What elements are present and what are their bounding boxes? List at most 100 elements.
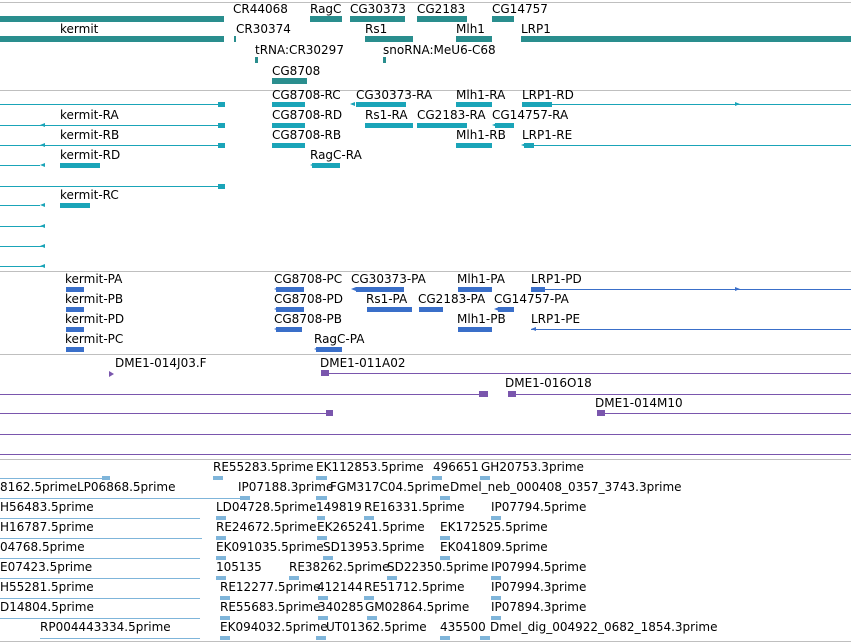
feature-block <box>216 536 226 540</box>
feature-label: CG30373-RA <box>356 88 433 102</box>
feature-label: 149819 <box>316 500 362 514</box>
feature-label: RagC <box>310 2 342 16</box>
feature-block <box>432 476 442 480</box>
feature-label: CG8708-RC <box>272 88 341 102</box>
strand-arrow <box>494 307 499 311</box>
feature-label: RP004443334.5prime <box>40 620 171 634</box>
strand-arrow <box>40 143 45 147</box>
feature-label: DME1-011A02 <box>320 356 406 370</box>
feature-label: Mlh1-RB <box>456 128 506 142</box>
strand-arrow <box>487 287 492 291</box>
feature-block <box>316 636 326 640</box>
feature-block <box>440 636 450 640</box>
feature-block <box>216 516 226 520</box>
feature-label: kermit <box>60 22 99 36</box>
strand-arrow <box>492 123 497 127</box>
feature-line <box>552 104 851 105</box>
feature-label: CG30373-PA <box>351 272 426 286</box>
feature-block <box>312 163 340 168</box>
feature-block <box>524 143 534 148</box>
feature-block <box>276 287 304 292</box>
feature-block <box>276 327 302 332</box>
feature-line <box>531 329 851 330</box>
feature-block <box>479 391 488 397</box>
feature-block <box>383 57 386 63</box>
feature-block <box>440 556 450 560</box>
feature-label: D14804.5prime <box>0 600 94 614</box>
feature-label: DME1-016O18 <box>505 376 592 390</box>
feature-block <box>498 307 514 312</box>
feature-label: RE16331.5prime <box>364 500 465 514</box>
feature-label: RE12277.5prime <box>220 580 321 594</box>
feature-block <box>60 203 90 208</box>
feature-block <box>350 16 405 22</box>
feature-block <box>597 410 605 416</box>
feature-block <box>218 143 225 148</box>
feature-label: CG30373 <box>350 2 406 16</box>
feature-label: kermit-PA <box>65 272 123 286</box>
feature-label: CG8708-RB <box>272 128 342 142</box>
feature-label: 105135 <box>216 560 262 574</box>
feature-block <box>440 496 450 500</box>
feature-block <box>316 476 327 480</box>
strand-arrow <box>462 123 467 127</box>
feature-label: LRP1-PE <box>531 312 581 326</box>
feature-line <box>0 598 200 599</box>
feature-block <box>365 36 413 42</box>
feature-block <box>491 616 501 620</box>
feature-label: CG14757-PA <box>494 292 569 306</box>
feature-block <box>492 16 514 22</box>
feature-block <box>213 476 223 480</box>
feature-label: Mlh1 <box>456 22 485 36</box>
track-separator-mrna <box>0 90 851 91</box>
feature-label: RE55683.5prime <box>220 600 321 614</box>
feature-line <box>0 186 218 187</box>
track-separator-bottom <box>0 641 851 642</box>
feature-block <box>0 36 224 42</box>
strand-arrow <box>274 327 279 331</box>
feature-label: CG2183 <box>417 2 466 16</box>
feature-label: 412144 <box>317 580 363 594</box>
feature-line <box>0 394 479 395</box>
feature-line <box>0 578 200 579</box>
strand-arrow <box>487 143 492 147</box>
feature-block <box>220 636 230 640</box>
feature-block <box>66 327 84 332</box>
feature-label: CG8708-PD <box>274 292 344 306</box>
strand-arrow <box>438 307 443 311</box>
feature-label: Dmel_neb_000408_0357_3743.3prime <box>450 480 682 494</box>
feature-label: kermit-RD <box>60 148 121 162</box>
feature-block <box>66 347 84 352</box>
feature-label: LRP1 <box>521 22 551 36</box>
strand-arrow <box>40 224 45 228</box>
feature-label: GH20753.3prime <box>481 460 584 474</box>
feature-block <box>367 616 377 620</box>
feature-label: Rs1 <box>365 22 388 36</box>
feature-line <box>329 373 851 374</box>
feature-block <box>317 536 327 540</box>
feature-line <box>605 413 851 414</box>
feature-line <box>0 478 102 479</box>
feature-line <box>0 518 200 519</box>
feature-label: IP07794.5prime <box>491 500 587 514</box>
feature-label: 496651 <box>433 460 479 474</box>
feature-label: EK112853.5prime <box>316 460 424 474</box>
feature-label: UT01362.5prime <box>326 620 427 634</box>
strand-arrow <box>40 163 45 167</box>
strand-arrow <box>521 143 526 147</box>
feature-block <box>317 516 325 520</box>
feature-block <box>323 556 333 560</box>
feature-label: Mlh1-PB <box>457 312 506 326</box>
feature-line <box>0 454 851 455</box>
feature-block <box>318 616 328 620</box>
feature-label: kermit-PD <box>65 312 125 326</box>
strand-arrow <box>310 163 315 167</box>
feature-block <box>521 36 851 42</box>
strand-arrow <box>272 143 277 147</box>
feature-line <box>0 538 202 539</box>
feature-block <box>218 102 225 107</box>
feature-line <box>0 498 240 499</box>
feature-block <box>66 287 84 292</box>
feature-block <box>272 143 305 148</box>
